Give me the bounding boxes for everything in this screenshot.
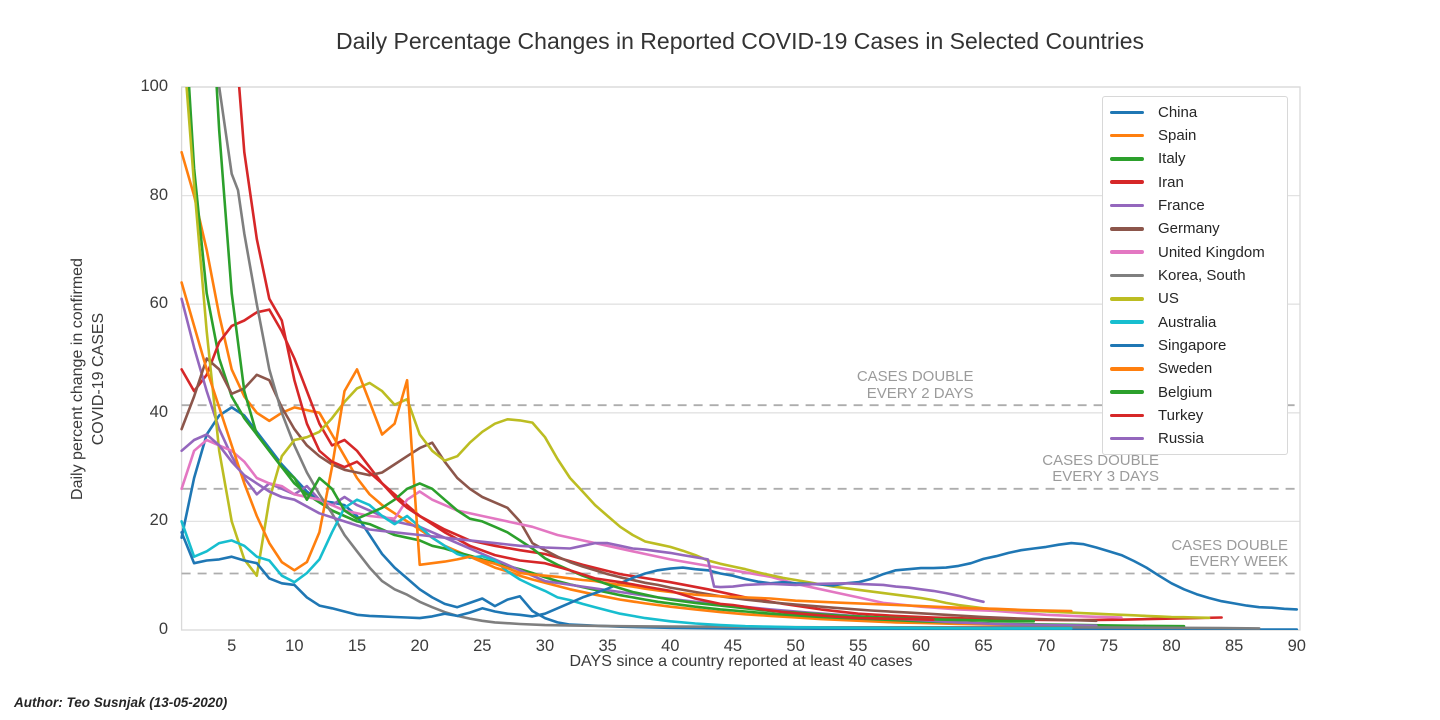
series-line-belgium [215, 87, 1035, 623]
x-tick-label-50: 50 [786, 637, 805, 655]
legend-label: Spain [1158, 127, 1197, 145]
legend-label: Singapore [1158, 336, 1227, 354]
legend-swatch-icon [1110, 343, 1144, 348]
legend-item-australia: Australia [1110, 311, 1287, 333]
legend-item-spain: Spain [1110, 125, 1287, 147]
legend-swatch-icon [1110, 157, 1144, 161]
x-tick-label-25: 25 [473, 637, 492, 655]
x-tick-label-65: 65 [974, 637, 993, 655]
legend-label: Italy [1158, 150, 1186, 168]
series-line-germany [180, 357, 1098, 623]
x-tick-label-5: 5 [227, 637, 237, 655]
legend-label: United Kingdom [1158, 243, 1265, 261]
legend-label: China [1158, 103, 1198, 121]
legend-swatch-icon [1110, 436, 1144, 441]
series-line-sweden [180, 281, 1073, 613]
legend-item-singapore: Singapore [1110, 334, 1287, 356]
legend-swatch-icon [1110, 390, 1144, 394]
x-tick-label-45: 45 [723, 637, 743, 655]
legend-swatch-icon [1110, 110, 1144, 115]
author-credit: Author: Teo Susnjak (13-05-2020) [14, 695, 228, 710]
legend-swatch-icon [1110, 180, 1144, 185]
legend-item-united-kingdom: United Kingdom [1110, 241, 1287, 263]
series-line-russia [180, 433, 985, 604]
x-tick-label-40: 40 [661, 637, 680, 655]
legend: China Spain Italy Iran France Germany United K… [1102, 96, 1288, 455]
legend-item-france: France [1110, 195, 1287, 217]
legend-swatch-icon [1110, 273, 1144, 278]
legend-label: Iran [1158, 173, 1184, 191]
y-tick-label-20: 20 [149, 511, 168, 530]
series-line-turkey [237, 87, 935, 621]
legend-label: Australia [1158, 313, 1217, 331]
x-tick-label-15: 15 [347, 637, 367, 655]
series-line-united-kingdom [180, 438, 1123, 619]
x-tick-label-85: 85 [1224, 637, 1244, 655]
legend-item-korea-south: Korea, South [1110, 265, 1287, 287]
legend-item-us: US [1110, 288, 1287, 310]
legend-swatch-icon [1110, 133, 1144, 138]
series-line-iran [180, 308, 1223, 622]
legend-label: Germany [1158, 220, 1220, 238]
y-tick-label-100: 100 [140, 77, 168, 95]
legend-label: France [1158, 197, 1205, 215]
x-tick-label-30: 30 [535, 637, 555, 655]
series-line-australia [180, 498, 1073, 630]
chart-title: Daily Percentage Changes in Reported COV… [336, 28, 1144, 54]
y-tick-label-80: 80 [149, 185, 168, 204]
legend-item-belgium: Belgium [1110, 381, 1287, 403]
legend-item-russia: Russia [1110, 428, 1287, 450]
plot-border [180, 86, 1301, 631]
x-tick-label-80: 80 [1162, 637, 1181, 655]
annotation-cases-double-every-3-days: CASES DOUBLE EVERY 3 DAYS [1042, 451, 1159, 486]
legend-label: Sweden [1158, 360, 1213, 378]
y-tick-label-40: 40 [149, 402, 168, 421]
x-axis-label: DAYS since a country reported at least 4… [569, 653, 913, 670]
legend-item-china: China [1110, 101, 1287, 123]
legend-label: Korea, South [1158, 267, 1246, 284]
x-tick-label-20: 20 [410, 637, 429, 655]
x-tick-label-35: 35 [598, 637, 617, 655]
y-axis-label: Daily percent change in confirmed COVID-… [67, 69, 109, 689]
legend-item-germany: Germany [1110, 218, 1287, 240]
legend-label: US [1158, 290, 1179, 308]
legend-swatch-icon [1110, 320, 1144, 324]
y-tick-label-0: 0 [158, 620, 168, 638]
y-axis-label-line1: Daily percent change in confirmed [69, 258, 86, 500]
annotation-cases-double-every-week: CASES DOUBLE EVERY WEEK [1171, 536, 1289, 571]
legend-label: Turkey [1158, 406, 1204, 424]
legend-item-turkey: Turkey [1110, 404, 1287, 426]
x-tick-label-60: 60 [911, 637, 931, 655]
legend-swatch-icon [1110, 413, 1144, 418]
legend-swatch-icon [1110, 366, 1144, 371]
y-axis-label-line2: COVID-19 CASES [90, 312, 107, 446]
y-tick-label-60: 60 [149, 294, 168, 313]
legend-label: Russia [1158, 430, 1204, 448]
x-tick-label-90: 90 [1287, 637, 1306, 655]
series-line-singapore [180, 531, 1299, 620]
legend-item-iran: Iran [1110, 171, 1287, 193]
x-tick-label-70: 70 [1037, 637, 1056, 655]
legend-swatch-icon [1110, 297, 1144, 301]
x-tick-label-75: 75 [1099, 637, 1119, 655]
legend-item-sweden: Sweden [1110, 358, 1287, 380]
legend-swatch-icon [1110, 227, 1144, 231]
legend-swatch-icon [1110, 250, 1144, 254]
legend-label: Belgium [1158, 383, 1213, 401]
x-tick-label-55: 55 [849, 637, 868, 655]
legend-item-italy: Italy [1110, 148, 1287, 170]
annotation-cases-double-every-2-days: CASES DOUBLE EVERY 2 DAYS [856, 368, 974, 402]
series-line-korea-south [217, 87, 1261, 630]
legend-swatch-icon [1110, 203, 1144, 208]
x-tick-label-10: 10 [285, 637, 304, 655]
series-line-spain [180, 150, 1136, 628]
